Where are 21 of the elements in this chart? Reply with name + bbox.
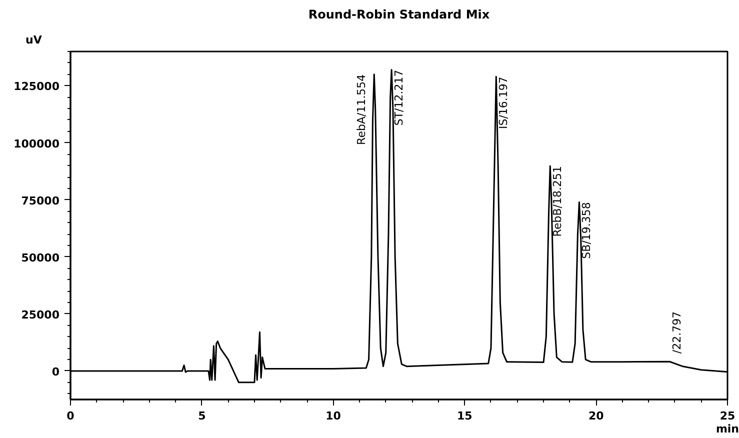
x-tick-label: 0 bbox=[66, 410, 75, 422]
x-tick-label: 20 bbox=[588, 410, 604, 422]
x-tick-label: 10 bbox=[326, 410, 342, 422]
y-tick-label: 125000 bbox=[14, 80, 60, 94]
x-tick-label: 5 bbox=[198, 410, 206, 422]
y-axis-title: uV bbox=[26, 34, 42, 46]
annotation: IS/16.197 bbox=[497, 76, 510, 130]
x-tick-label: 15 bbox=[457, 410, 472, 422]
annotation: ST/12.217 bbox=[392, 70, 406, 126]
annotation: /22.797 bbox=[670, 311, 684, 354]
chart-title: Round-Robin Standard Mix bbox=[308, 8, 490, 22]
y-tick-label: 50000 bbox=[21, 251, 60, 264]
y-tick-label: 75000 bbox=[21, 194, 60, 208]
annotation: RebA/11.554 bbox=[355, 74, 368, 145]
annotation: RebB/18.251 bbox=[551, 166, 564, 237]
annotation: SB/19.358 bbox=[580, 202, 594, 259]
x-axis-title: min bbox=[716, 422, 739, 436]
y-tick-label: 0 bbox=[52, 365, 60, 378]
x-tick-label: 25 bbox=[720, 410, 736, 422]
y-tick-label: 25000 bbox=[21, 308, 60, 322]
y-tick-label: 100000 bbox=[14, 137, 60, 150]
